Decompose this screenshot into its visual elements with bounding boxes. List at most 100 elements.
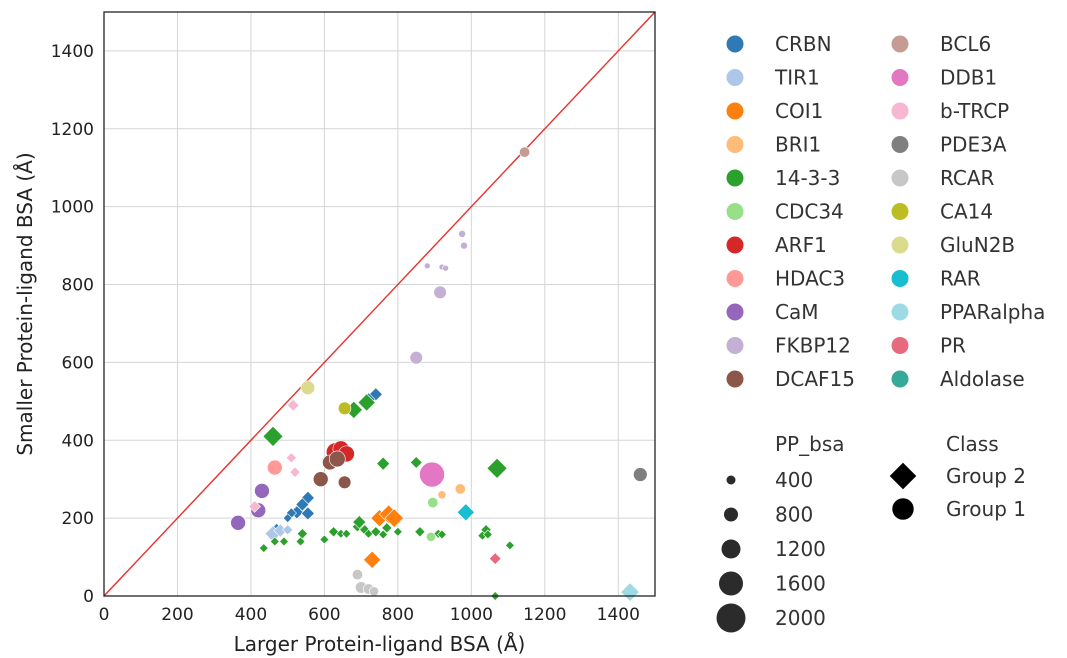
data-point bbox=[337, 401, 352, 415]
y-tick-label: 1400 bbox=[51, 42, 94, 62]
data-points bbox=[230, 146, 648, 602]
class-legend-label: Group 2 bbox=[946, 464, 1026, 488]
legend-label: CA14 bbox=[940, 200, 993, 224]
legend-marker bbox=[891, 270, 909, 287]
legend-marker bbox=[726, 136, 744, 153]
legend-label: DCAF15 bbox=[775, 367, 855, 391]
data-point bbox=[519, 146, 531, 158]
data-point bbox=[282, 513, 293, 524]
x-tick-label: 1200 bbox=[523, 605, 566, 625]
data-point bbox=[254, 483, 270, 499]
legend-marker bbox=[726, 102, 744, 120]
data-point bbox=[269, 536, 280, 547]
y-tick-label: 1200 bbox=[51, 120, 94, 140]
legend-label: CDC34 bbox=[775, 200, 844, 224]
size-legend-label: 1200 bbox=[775, 537, 826, 561]
data-point bbox=[433, 285, 447, 299]
data-point bbox=[378, 529, 389, 540]
data-point bbox=[248, 500, 261, 513]
legend-label: ARF1 bbox=[775, 233, 827, 257]
legend-marker bbox=[726, 169, 744, 187]
data-point bbox=[296, 528, 308, 540]
data-point bbox=[267, 459, 283, 476]
legend-marker bbox=[891, 236, 909, 254]
data-point bbox=[392, 526, 403, 537]
data-point bbox=[289, 466, 301, 478]
legend-marker bbox=[726, 370, 744, 388]
legend-marker bbox=[726, 35, 744, 53]
class-legend-marker bbox=[888, 461, 918, 491]
data-point bbox=[409, 456, 423, 469]
data-point bbox=[456, 503, 475, 522]
data-point bbox=[384, 508, 404, 528]
diagonal-line bbox=[103, 11, 656, 597]
data-point bbox=[370, 526, 382, 538]
data-point bbox=[369, 586, 379, 597]
x-tick-label: 400 bbox=[235, 605, 267, 625]
data-point bbox=[414, 526, 426, 538]
legend-label: BRI1 bbox=[775, 133, 821, 157]
legend-marker bbox=[891, 69, 909, 86]
data-point bbox=[295, 536, 306, 547]
data-point bbox=[425, 531, 436, 542]
data-point bbox=[427, 497, 439, 509]
legend-label: FKBP12 bbox=[775, 334, 851, 358]
y-tick-label: 800 bbox=[62, 276, 94, 296]
size-legend-marker bbox=[726, 475, 736, 485]
data-point bbox=[337, 475, 352, 489]
data-point bbox=[460, 241, 468, 250]
legend-label: HDAC3 bbox=[775, 267, 845, 291]
legend-label: PPARalpha bbox=[940, 300, 1045, 324]
size-legend-marker bbox=[719, 571, 743, 596]
legend-label: PDE3A bbox=[940, 133, 1007, 157]
legend-marker bbox=[726, 203, 744, 220]
data-point bbox=[357, 393, 376, 412]
data-point bbox=[423, 262, 431, 270]
data-point bbox=[488, 552, 502, 565]
size-legend-label: 2000 bbox=[775, 606, 826, 630]
legend-label: RAR bbox=[940, 267, 981, 291]
x-axis-label: Larger Protein-ligand BSA (Å) bbox=[234, 632, 526, 656]
legend-marker bbox=[726, 303, 744, 321]
data-point bbox=[258, 543, 269, 553]
data-point bbox=[328, 450, 346, 468]
data-point bbox=[300, 506, 315, 521]
size-legend-marker bbox=[716, 603, 746, 633]
data-point bbox=[352, 515, 367, 529]
x-tick-label: 0 bbox=[99, 605, 110, 625]
legend-marker bbox=[891, 337, 909, 354]
legend-label: 14-3-3 bbox=[775, 166, 840, 190]
data-point bbox=[286, 398, 300, 412]
data-point bbox=[262, 425, 284, 447]
legend-marker bbox=[726, 270, 744, 287]
class-legend-marker bbox=[891, 497, 915, 521]
legend-marker bbox=[891, 102, 909, 120]
data-point bbox=[442, 264, 449, 272]
size-legend-title: PP_bsa bbox=[775, 432, 845, 456]
legend-marker bbox=[891, 35, 909, 53]
data-point bbox=[409, 351, 423, 365]
class-legend-title: Class bbox=[946, 432, 999, 456]
y-tick-label: 1000 bbox=[51, 198, 94, 218]
x-tick-labels: 0 200 400 600 800 1000 1200 1400 bbox=[99, 605, 640, 625]
y-tick-label: 400 bbox=[62, 431, 94, 451]
legend-label: Aldolase bbox=[940, 367, 1025, 391]
data-point bbox=[486, 457, 508, 479]
class-legend-label: Group 1 bbox=[946, 497, 1026, 521]
size-legend-marker bbox=[721, 539, 741, 559]
y-tick-label: 600 bbox=[62, 353, 94, 373]
data-point bbox=[458, 230, 467, 238]
data-point bbox=[230, 515, 246, 531]
data-point bbox=[312, 471, 329, 487]
x-tick-label: 200 bbox=[161, 605, 193, 625]
data-point bbox=[363, 550, 382, 569]
data-point bbox=[454, 483, 466, 495]
legend: CRBN TIR1 COI1 BRI1 14-3-3 CDC34 ARF1 HDAC3 CaM F… bbox=[716, 32, 1045, 633]
legend-marker bbox=[726, 236, 744, 254]
legend-marker bbox=[891, 303, 909, 321]
data-point bbox=[482, 529, 493, 540]
legend-label: GluN2B bbox=[940, 233, 1015, 257]
y-tick-label: 200 bbox=[62, 509, 94, 529]
data-point bbox=[341, 528, 352, 539]
